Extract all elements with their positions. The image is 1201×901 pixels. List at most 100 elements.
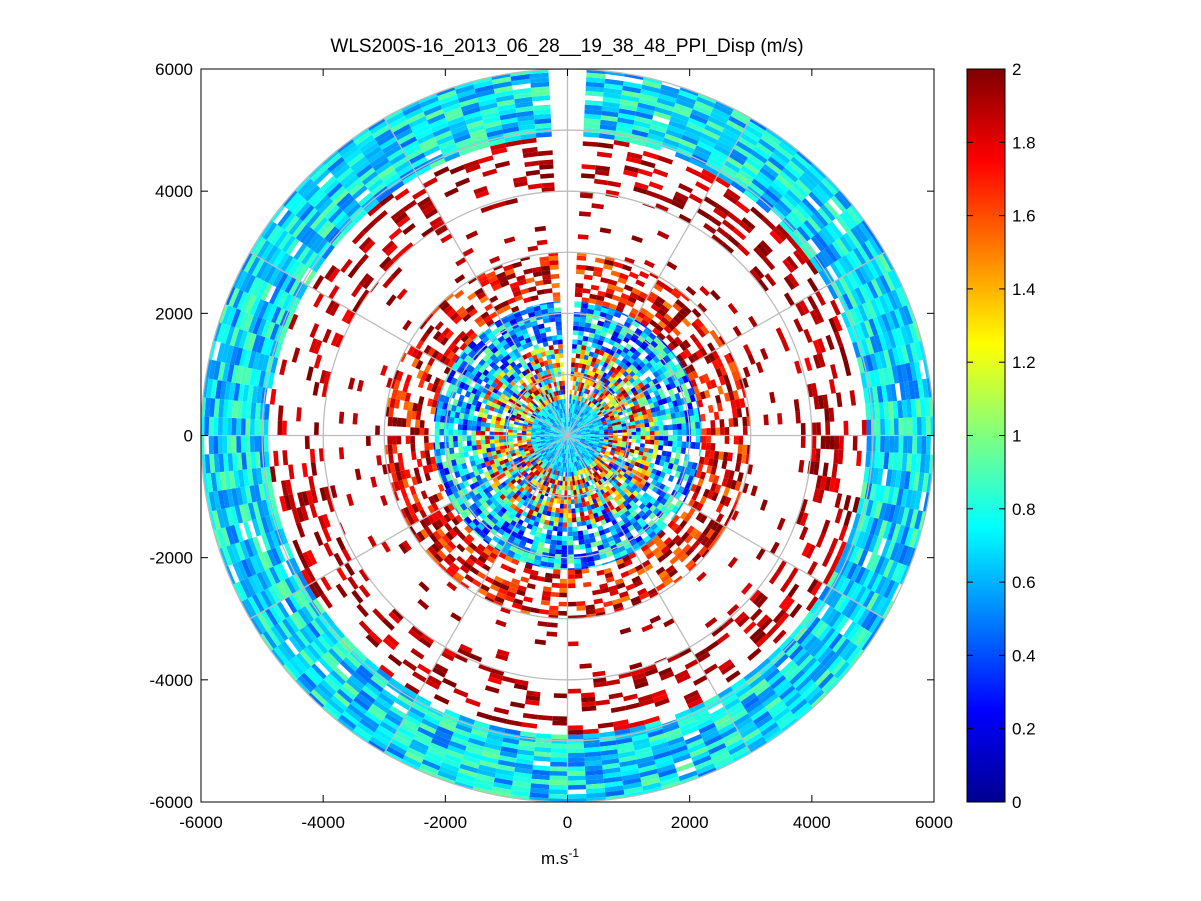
data-cell: [559, 362, 564, 368]
data-cell: [601, 401, 607, 407]
data-cell: [400, 242, 414, 254]
data-cell: [583, 118, 601, 125]
data-cell: [439, 394, 446, 403]
data-cell: [656, 502, 664, 511]
data-cell: [558, 517, 564, 523]
data-cell: [507, 432, 513, 436]
data-cell: [667, 424, 673, 431]
data-cell: [728, 352, 735, 363]
data-cell: [687, 498, 696, 508]
data-cell: [429, 216, 443, 227]
data-cell: [537, 412, 543, 417]
data-cell: [415, 164, 432, 177]
data-cell: [492, 524, 501, 532]
data-cell: [402, 478, 410, 489]
data-cell: [496, 490, 503, 497]
data-cell: [480, 444, 487, 450]
data-cell: [561, 457, 564, 463]
data-cell: [325, 299, 337, 315]
data-cell: [579, 511, 585, 517]
data-cell: [406, 345, 416, 356]
data-cell: [585, 500, 591, 507]
data-cell: [632, 490, 639, 497]
data-cell: [466, 533, 475, 543]
data-cell: [338, 411, 345, 424]
data-cell: [499, 280, 510, 288]
data-cell: [595, 304, 603, 308]
data-cell: [480, 519, 488, 528]
data-cell: [546, 393, 551, 399]
data-cell: [617, 440, 623, 445]
data-cell: [486, 555, 496, 564]
data-cell: [690, 379, 698, 388]
data-cell: [470, 728, 488, 738]
data-cell: [588, 513, 595, 520]
data-cell: [485, 426, 490, 432]
data-cell: [631, 438, 637, 443]
data-cell: [537, 393, 543, 399]
data-cell: [431, 666, 447, 678]
data-cell: [712, 458, 719, 468]
data-cell: [618, 386, 625, 393]
data-cell: [568, 439, 571, 445]
data-cell: [570, 376, 574, 381]
data-cell: [526, 523, 533, 530]
data-cell: [515, 375, 522, 381]
data-cell: [510, 701, 525, 709]
data-cell: [591, 203, 604, 210]
data-cell: [554, 431, 559, 434]
data-cell: [570, 429, 575, 433]
data-cell: [551, 418, 556, 423]
data-cell: [440, 233, 453, 244]
data-cell: [490, 402, 497, 408]
data-cell: [554, 431, 559, 434]
data-cell: [684, 534, 694, 544]
data-cell: [695, 511, 704, 522]
data-cell: [564, 403, 567, 409]
data-cell: [536, 352, 542, 359]
data-cell: [645, 431, 650, 436]
data-cell: [529, 574, 538, 581]
data-cell: [616, 408, 622, 414]
data-cell: [258, 483, 266, 501]
data-cell: [586, 505, 592, 511]
data-cell: [517, 437, 522, 441]
data-cell: [678, 501, 684, 509]
data-cell: [574, 385, 578, 391]
data-cell: [267, 482, 275, 499]
data-cell: [815, 448, 821, 462]
data-cell: [688, 193, 704, 205]
data-cell: [409, 485, 417, 496]
data-cell: [485, 422, 491, 428]
data-cell: [679, 342, 688, 352]
data-cell: [467, 419, 473, 426]
data-cell: [460, 474, 468, 483]
data-cell: [662, 346, 671, 355]
data-cell: [627, 296, 637, 304]
data-cell: [630, 667, 645, 676]
data-cell: [557, 414, 560, 420]
data-cell: [456, 505, 464, 514]
data-cell: [691, 540, 701, 550]
data-cell: [753, 246, 767, 260]
data-cell: [288, 493, 297, 510]
data-cell: [795, 301, 806, 317]
data-cell: [633, 350, 642, 358]
data-cell: [661, 397, 668, 405]
data-cell: [423, 516, 432, 527]
data-cell: [451, 501, 457, 509]
data-cell: [567, 540, 574, 546]
data-cell: [508, 444, 514, 448]
data-cell: [511, 578, 521, 586]
data-cell: [575, 400, 579, 405]
data-cell: [614, 451, 620, 456]
data-cell: [479, 458, 485, 464]
data-cell: [306, 366, 314, 381]
data-cell: [633, 186, 648, 195]
data-cell: [585, 481, 590, 487]
data-cell: [556, 461, 559, 466]
data-cell: [695, 421, 701, 429]
data-cell: [532, 500, 538, 507]
data-cell: [619, 449, 625, 454]
data-cell: [843, 420, 849, 436]
